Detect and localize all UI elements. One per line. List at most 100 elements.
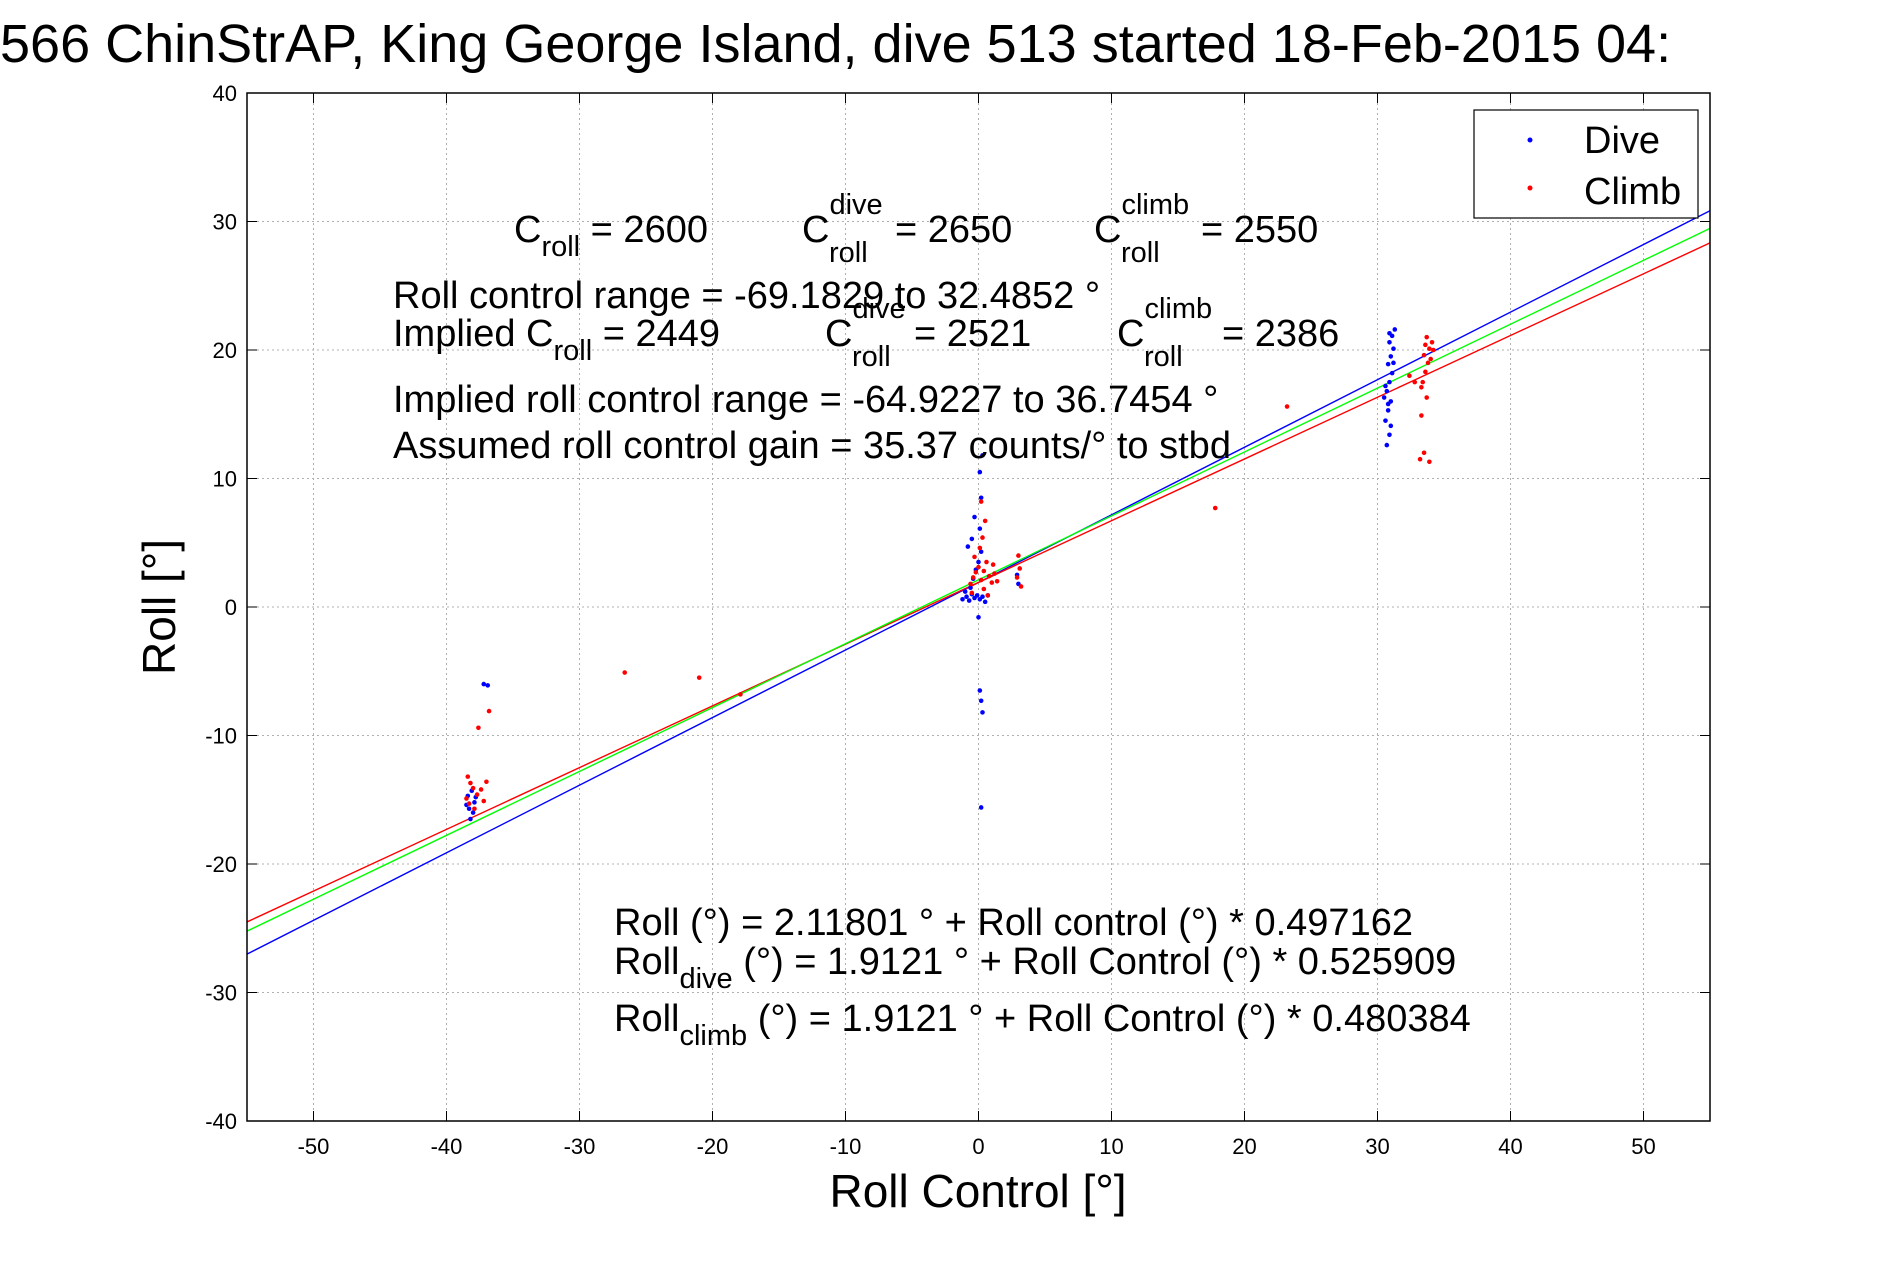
annotation-c-roll: Croll = 2600: [514, 209, 708, 263]
x-tick-label: -30: [564, 1134, 596, 1159]
data-point: [994, 579, 1000, 584]
annotation-range: Roll control range = -69.1829 to 32.4852…: [393, 275, 1100, 317]
data-point: [980, 710, 985, 715]
annotation-c-dive: Cdive: [802, 189, 883, 251]
data-point: [478, 787, 484, 792]
data-point: [468, 816, 473, 822]
data-point: [1407, 373, 1412, 379]
annotation-gain: Assumed roll control gain = 35.37 counts…: [393, 425, 1231, 467]
data-point: [978, 499, 984, 504]
data-point: [977, 688, 983, 693]
data-point: [981, 568, 987, 574]
y-tick-label: -20: [205, 852, 237, 877]
data-point: [1391, 360, 1396, 366]
data-point: [1387, 432, 1392, 438]
data-point: [696, 675, 702, 680]
data-point: [977, 469, 983, 475]
annotation-c-dive-value: = 2650: [895, 209, 1012, 251]
y-tick-label: -10: [205, 724, 237, 749]
data-point: [1389, 370, 1395, 376]
data-point: [1423, 342, 1428, 348]
data-point: [1431, 347, 1436, 353]
annotation-implied-c-climb-value: = 2386: [1222, 313, 1339, 355]
data-point: [1392, 327, 1398, 332]
x-tick-label: 10: [1099, 1134, 1123, 1159]
data-point: [738, 692, 743, 697]
data-point: [1427, 459, 1432, 465]
data-point: [968, 581, 973, 587]
annotation-fit-dive: Rolldive (°) = 1.9121 ° + Roll Control (…: [614, 941, 1456, 995]
data-point: [470, 810, 476, 815]
data-point: [1429, 339, 1435, 345]
data-point: [1383, 383, 1388, 389]
y-tick-label: 20: [213, 338, 237, 363]
legend: Dive Climb: [1473, 109, 1699, 219]
x-axis-label: Roll Control [°]: [829, 1165, 1126, 1217]
data-point: [1018, 584, 1024, 589]
data-point: [1387, 339, 1392, 345]
data-point: [977, 545, 983, 551]
data-point: [1014, 575, 1020, 580]
data-point: [466, 806, 472, 812]
fit-line: [246, 242, 1711, 923]
annotation-implied-c-dive-value: = 2521: [914, 313, 1031, 355]
data-point: [964, 594, 969, 600]
data-point: [990, 562, 996, 567]
data-point: [978, 549, 984, 555]
data-point: [962, 589, 968, 594]
annotation-c-climb-sub: roll: [1121, 237, 1160, 269]
data-point: [1381, 395, 1387, 400]
data-point: [976, 564, 981, 570]
data-point: [484, 779, 489, 785]
data-point: [976, 614, 981, 620]
y-tick-label: -40: [205, 1109, 237, 1134]
data-point: [1412, 379, 1418, 385]
legend-label-dive: Dive: [1584, 120, 1660, 162]
data-point: [974, 593, 980, 598]
y-ticks: -40 -30 -20 -10 0 10 20 30 40: [205, 81, 1710, 1134]
data-point: [980, 594, 985, 600]
data-point: [1425, 360, 1431, 366]
data-point: [978, 495, 984, 501]
data-point: [1385, 361, 1391, 367]
data-point: [481, 681, 487, 687]
data-point: [486, 708, 492, 714]
data-point: [476, 725, 481, 731]
data-point: [1385, 408, 1391, 413]
x-ticks: -50 -40 -30 -20 -10 0 10 20 30 40 50: [298, 93, 1656, 1159]
x-tick-label: -10: [830, 1134, 862, 1159]
annotation-fit-climb: Rollclimb (°) = 1.9121 ° + Roll Control …: [614, 998, 1471, 1052]
annotation-implied-c-climb-sub: roll: [1144, 341, 1183, 373]
annotation-fit-all: Roll (°) = 2.11801 ° + Roll control (°) …: [614, 902, 1413, 944]
annotation-implied-c-roll: Implied Croll = 2449: [393, 313, 720, 367]
data-point: [472, 806, 477, 812]
data-point: [981, 586, 987, 592]
data-point: [1423, 369, 1428, 375]
data-point: [1391, 346, 1396, 352]
annotation-implied-c: Implied Croll = 2449 Cdive roll = 2521 C…: [393, 293, 1339, 373]
y-tick-label: 0: [225, 595, 237, 620]
annotation-implied-range: Implied roll control range = -64.9227 to…: [393, 379, 1218, 421]
chart-title: 566 ChinStrAP, King George Island, dive …: [0, 14, 1671, 74]
annotation-c-climb: Cclimb: [1094, 189, 1189, 251]
data-point: [965, 544, 971, 549]
data-point: [973, 570, 979, 575]
x-tick-label: -40: [431, 1134, 463, 1159]
annotation-implied-c-dive: Cdive: [825, 293, 906, 355]
data-point: [468, 780, 473, 786]
data-point: [1428, 356, 1433, 362]
data-point: [989, 580, 995, 585]
data-point: [1424, 395, 1430, 400]
annotation-c-climb-value: = 2550: [1201, 209, 1318, 251]
data-point: [1384, 442, 1390, 448]
x-tick-label: 50: [1631, 1134, 1655, 1159]
fit-line: [246, 227, 1711, 932]
y-tick-label: 30: [213, 210, 237, 235]
data-point: [474, 792, 480, 797]
data-point: [978, 577, 984, 583]
x-tick-label: -20: [697, 1134, 729, 1159]
data-point: [470, 785, 476, 791]
data-point: [466, 801, 472, 806]
data-points: [464, 327, 1436, 822]
